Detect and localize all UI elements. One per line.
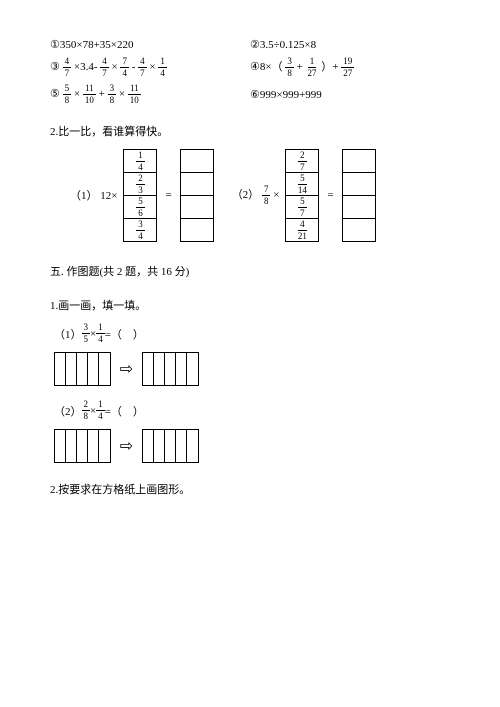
section-2-title: 2.比一比，看谁算得快。 (50, 123, 450, 139)
fraction: 47 (100, 57, 109, 78)
fraction: 28 (82, 400, 91, 421)
draw-title-1: 1.画一画，填一填。 (50, 297, 450, 313)
draw-diagram-2: ⇨ (54, 429, 450, 463)
compare-2-label: （2） 78 × (232, 185, 280, 206)
fraction: 1110 (83, 84, 96, 105)
rectangle-strips (54, 429, 111, 463)
problem-4: ④8×（ 38 + 127 ）+ 1927 (250, 57, 450, 78)
compare-2-input-boxes: 27 514 57 421 (285, 149, 319, 241)
fraction: 47 (138, 57, 147, 78)
draw-sub-1: （1） 35 × 14 =（ ） (54, 323, 450, 344)
fraction: 47 (63, 57, 72, 78)
compare-1-label: （1） 12× (70, 187, 117, 203)
fraction: 127 (306, 57, 319, 78)
problem-2: ②3.5÷0.125×8 (250, 38, 450, 51)
fraction: 74 (120, 57, 129, 78)
equals-sign: = (165, 189, 171, 201)
fraction: 1110 (128, 84, 141, 105)
fraction: 58 (63, 84, 72, 105)
arrow-icon: ⇨ (120, 436, 133, 456)
compare-1-input-boxes: 14 23 56 34 (123, 149, 157, 241)
draw-sub-2: （2） 28 × 14 =（ ） (54, 400, 450, 421)
problem-3: ③ 47 ×3.4- 47 × 74 - 47 × 14 (50, 57, 250, 78)
compare-2-answer-boxes (342, 149, 376, 241)
rectangle-strips (142, 352, 199, 386)
fraction: 35 (82, 323, 91, 344)
fraction: 1927 (341, 57, 354, 78)
rectangle-strips (54, 352, 111, 386)
rectangle-strips (142, 429, 199, 463)
fraction: 14 (158, 57, 167, 78)
problem-row-1: ①350×78+35×220 ②3.5÷0.125×8 (50, 38, 450, 51)
problem-row-3: ⑤ 58 × 1110 + 38 × 1110 ⑥999×999+999 (50, 84, 450, 105)
problem-1: ①350×78+35×220 (50, 38, 250, 51)
fraction: 14 (96, 400, 105, 421)
draw-diagram-1: ⇨ (54, 352, 450, 386)
draw-title-2: 2.按要求在方格纸上画图形。 (50, 481, 450, 497)
problem-row-2: ③ 47 ×3.4- 47 × 74 - 47 × 14 ④8×（ 38 + 1… (50, 57, 450, 78)
problem-5: ⑤ 58 × 1110 + 38 × 1110 (50, 84, 250, 105)
fraction: 38 (285, 57, 294, 78)
arrow-icon: ⇨ (120, 359, 133, 379)
fraction: 78 (262, 185, 271, 206)
fraction: 38 (108, 84, 117, 105)
problem-6: ⑥999×999+999 (250, 88, 450, 101)
fraction: 14 (96, 323, 105, 344)
compare-block: （1） 12× 14 23 56 34 = （2） 78 × 27 514 57… (70, 149, 450, 241)
equals-sign: = (327, 189, 333, 201)
section-5-heading: 五. 作图题(共 2 题，共 16 分) (50, 263, 450, 279)
compare-1-answer-boxes (180, 149, 214, 241)
